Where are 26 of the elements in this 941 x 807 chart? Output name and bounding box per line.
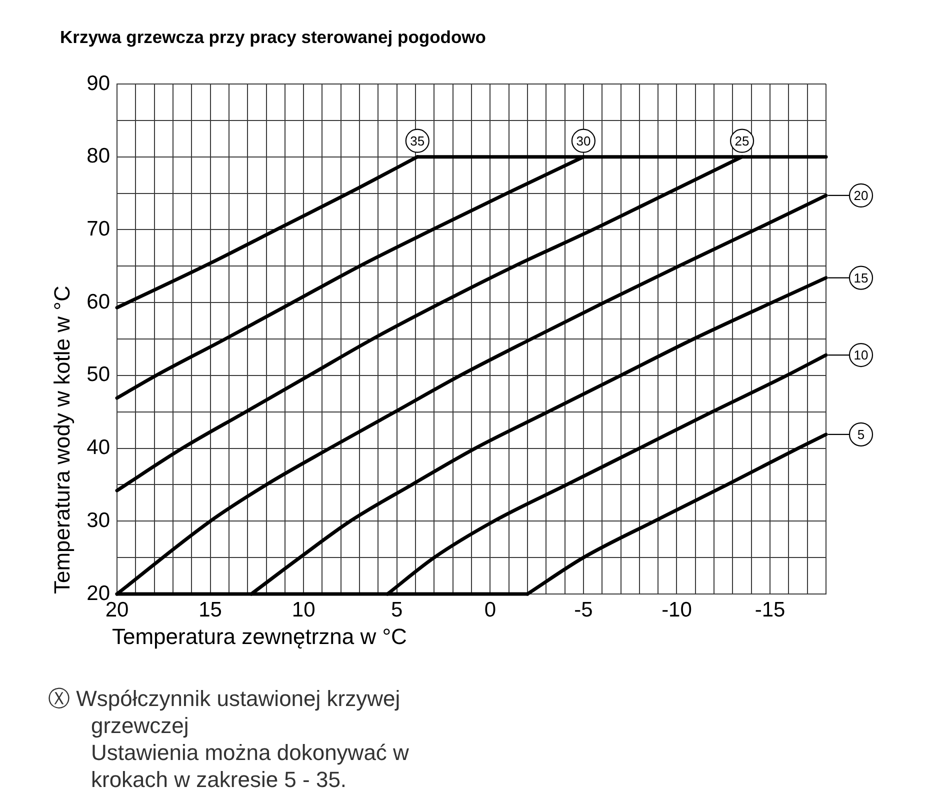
text: Ustawienia można dokonywać w krokach w zakresie 5 - 35. (90, 739, 410, 793)
y-tick-label: 50 (86, 363, 110, 386)
y-tick-label: 70 (86, 218, 110, 241)
legend-label: 15 (854, 270, 868, 286)
y-tick-label: 40 (86, 436, 110, 460)
legend-label: 5 (857, 427, 865, 442)
series-label: 30 (576, 133, 591, 148)
x-tick-label: -5 (574, 598, 593, 622)
y-tick-label: 30 (86, 508, 110, 532)
series-label: 35 (410, 133, 425, 148)
x-tick-label: 15 (198, 598, 222, 622)
x-tick-label: 5 (391, 598, 403, 622)
chart-title: Krzywa grzewcza przy pracy sterowanej pogodowo (60, 27, 486, 48)
legend-label: 10 (854, 348, 868, 363)
x-tick-label: 0 (484, 598, 496, 622)
x-tick-label: -10 (662, 598, 692, 622)
text: Ⓧ Współczynnik ustawionej krzywej grzewczej (48, 685, 402, 739)
x-axis-title: Temperatura zewnętrzna w °C (112, 624, 407, 650)
y-axis-title: Temperatura wody w kotle w °C (49, 286, 74, 594)
x-tick-label: 10 (292, 598, 316, 622)
series-label: 25 (734, 133, 750, 148)
y-tick-label: 80 (86, 144, 110, 168)
y-tick-label: 60 (86, 290, 110, 314)
legend-label: 20 (854, 188, 868, 204)
y-tick-label: 90 (86, 72, 110, 95)
x-tick-label: -15 (754, 598, 786, 622)
